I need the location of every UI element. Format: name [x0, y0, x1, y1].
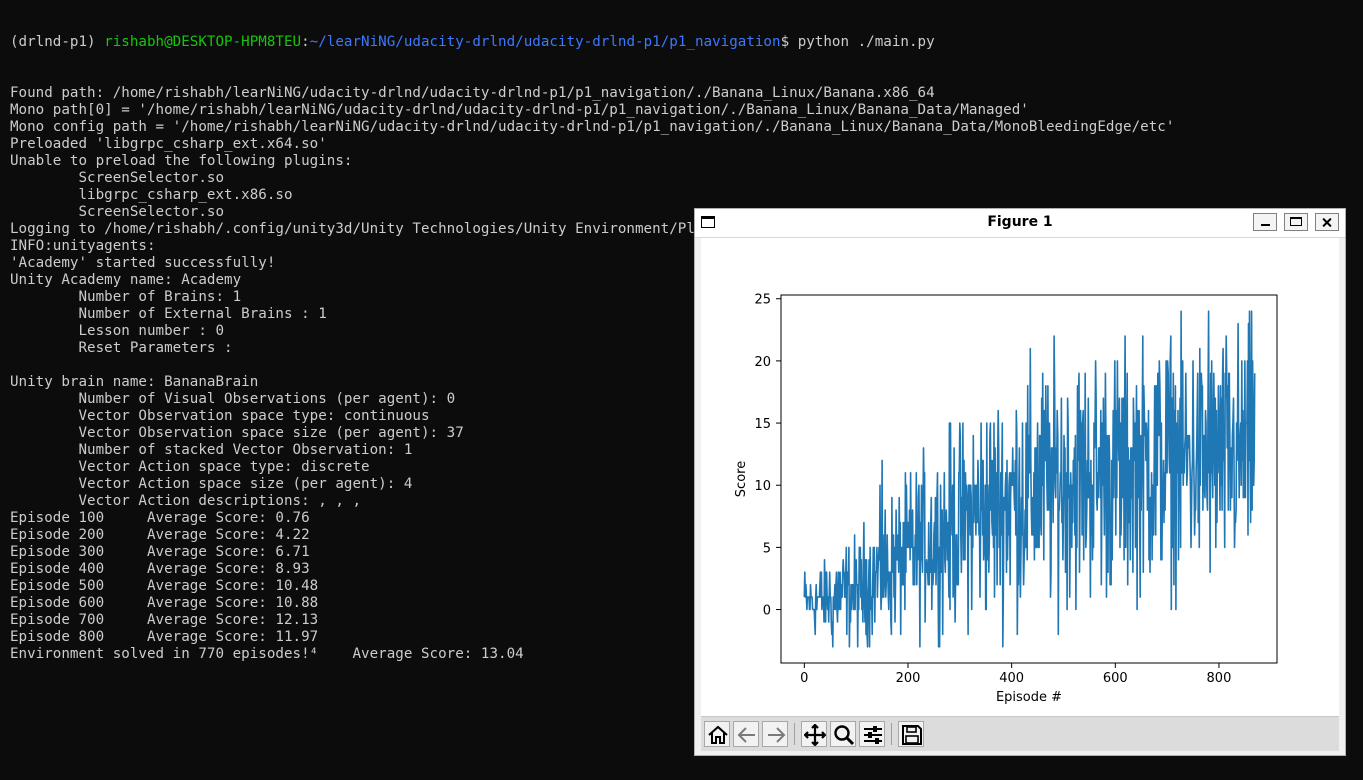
floppy-disk-icon [902, 725, 922, 745]
terminal-line: Number of External Brains : 1 [10, 306, 327, 322]
back-button[interactable] [733, 721, 759, 747]
figure-window: Figure 1 0 200 400 600 800 0 5 10 15 20 25 Episode … [694, 208, 1346, 756]
prompt-command: python ./main.py [797, 34, 935, 50]
terminal-line: Vector Action descriptions: , , , [10, 493, 362, 509]
terminal-line: ScreenSelector.so [10, 204, 225, 220]
move-icon [804, 724, 826, 746]
x-tick-label: 0 [800, 671, 808, 686]
terminal-line: Episode 600 Average Score: 10.88 [10, 595, 319, 611]
terminal-line: Episode 300 Average Score: 6.71 [10, 544, 310, 560]
prompt-cwd: ~/learNiNG/udacity-drlnd/udacity-drlnd-p… [309, 34, 781, 50]
terminal-line: Episode 800 Average Score: 11.97 [10, 629, 319, 645]
terminal-output: (drlnd-p1) rishabh@DESKTOP-HPM8TEU:~/lea… [10, 0, 1174, 680]
figure-toolbar [701, 716, 1339, 751]
zoom-button[interactable] [830, 721, 856, 747]
terminal-line: Mono path[0] = '/home/rishabh/learNiNG/u… [10, 102, 1029, 118]
terminal-line: Unity brain name: BananaBrain [10, 374, 259, 390]
terminal-line: Vector Observation space size (per agent… [10, 425, 464, 441]
arrow-left-icon [737, 727, 755, 743]
prompt-line: (drlnd-p1) rishabh@DESKTOP-HPM8TEU:~/lea… [10, 34, 1174, 51]
terminal-line: Preloaded 'libgrpc_csharp_ext.x64.so' [10, 136, 327, 152]
x-tick-label: 800 [1207, 671, 1232, 686]
terminal-line: Number of Visual Observations (per agent… [10, 391, 456, 407]
home-button[interactable] [704, 721, 730, 747]
toolbar-separator [891, 723, 892, 745]
forward-button[interactable] [762, 721, 788, 747]
terminal-line: Number of Brains: 1 [10, 289, 242, 305]
y-tick-label: 25 [754, 293, 771, 308]
y-tick-label: 15 [754, 417, 771, 432]
save-button[interactable] [898, 721, 924, 747]
x-tick-label: 400 [999, 671, 1024, 686]
terminal-line: 'Academy' started successfully! [10, 255, 276, 271]
terminal-line: Episode 400 Average Score: 8.93 [10, 561, 310, 577]
terminal-line: Unity Academy name: Academy [10, 272, 242, 288]
terminal-line: libgrpc_csharp_ext.x86.so [10, 187, 293, 203]
close-button[interactable] [1315, 213, 1339, 231]
terminal-line: Vector Observation space type: continuou… [10, 408, 430, 424]
terminal-lines: Found path: /home/rishabh/learNiNG/udaci… [10, 85, 1174, 663]
terminal-line: Reset Parameters : [10, 340, 233, 356]
terminal-line: INFO:unityagents: [10, 238, 156, 254]
sliders-icon [864, 726, 882, 744]
terminal-line: Episode 200 Average Score: 4.22 [10, 527, 310, 543]
window-title: Figure 1 [987, 214, 1053, 230]
y-tick-label: 20 [754, 355, 771, 370]
home-icon [708, 725, 728, 744]
x-tick-label: 600 [1103, 671, 1128, 686]
magnifier-icon [834, 725, 855, 746]
minimize-button[interactable] [1253, 213, 1277, 231]
terminal-line: ScreenSelector.so [10, 170, 225, 186]
configure-button[interactable] [859, 721, 885, 747]
pan-button[interactable] [801, 721, 827, 747]
terminal-line: Number of stacked Vector Observation: 1 [10, 442, 413, 458]
score-series-line [803, 310, 1256, 648]
terminal-line: Vector Action space type: discrete [10, 459, 370, 475]
window-titlebar[interactable]: Figure 1 [695, 209, 1345, 238]
terminal-line: Unable to preload the following plugins: [10, 153, 353, 169]
x-tick-label: 200 [896, 671, 921, 686]
toolbar-separator [794, 723, 795, 745]
arrow-right-icon [768, 727, 786, 743]
figure-canvas[interactable]: 0 200 400 600 800 0 5 10 15 20 25 Episode # Score [701, 238, 1339, 716]
terminal-line: Mono config path = '/home/rishabh/learNi… [10, 119, 1175, 135]
x-axis-label: Episode # [996, 690, 1062, 705]
terminal-line: Environment solved in 770 episodes!⁴ Ave… [10, 646, 524, 662]
maximize-button[interactable] [1284, 213, 1308, 231]
terminal-line: Found path: /home/rishabh/learNiNG/udaci… [10, 85, 935, 101]
y-tick-label: 0 [763, 604, 771, 619]
terminal-line: Episode 100 Average Score: 0.76 [10, 510, 310, 526]
prompt-separator: : [301, 34, 310, 50]
axes-frame [780, 294, 1278, 664]
prompt-env: (drlnd-p1) [10, 34, 105, 50]
y-tick-label: 10 [754, 479, 771, 494]
terminal-line: Episode 500 Average Score: 10.48 [10, 578, 319, 594]
prompt-user-host: rishabh@DESKTOP-HPM8TEU [104, 34, 302, 50]
y-tick-label: 5 [763, 541, 771, 556]
window-icon [701, 216, 715, 228]
terminal-line: Episode 700 Average Score: 12.13 [10, 612, 319, 628]
score-plot: 0 200 400 600 800 0 5 10 15 20 25 Episode # Score [734, 293, 1278, 705]
prompt-symbol: $ [780, 34, 798, 50]
terminal-line: Lesson number : 0 [10, 323, 225, 339]
y-axis-label: Score [734, 461, 749, 497]
terminal-line: Vector Action space size (per agent): 4 [10, 476, 413, 492]
